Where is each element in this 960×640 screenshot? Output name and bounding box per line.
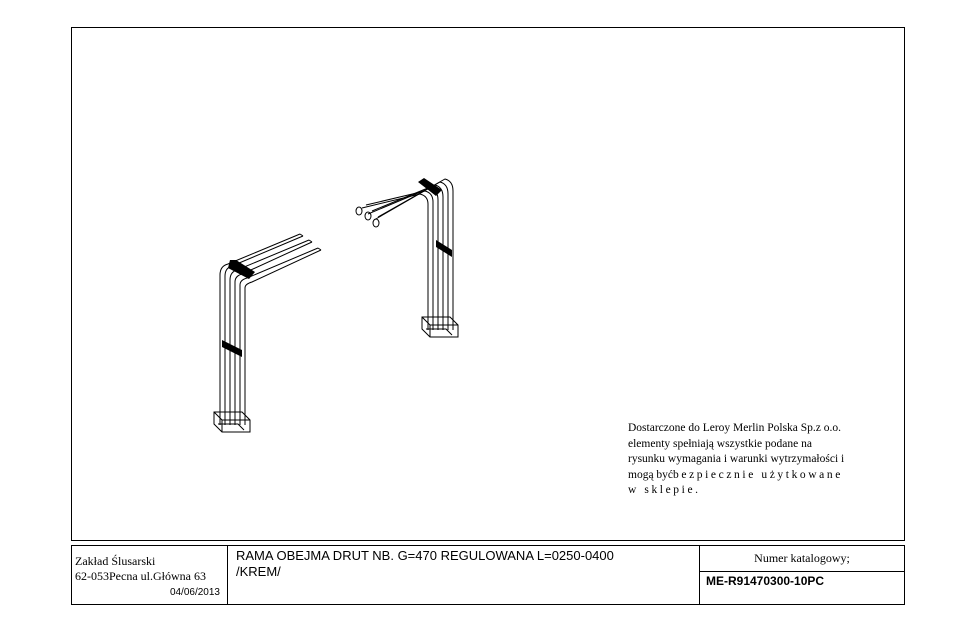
- note-line: rysunku wymagania i warunki wytrzymałośc…: [628, 453, 845, 465]
- drawing-frame: [71, 27, 905, 541]
- drawing-date: 04/06/2013: [169, 587, 220, 598]
- compliance-note: Dostarczone do Leroy Merlin Polska Sp.z …: [628, 421, 900, 499]
- company-cell: Zakład Ślusarski 62-053Pecna ul.Główna 6…: [72, 546, 228, 604]
- description-line: RAMA OBEJMA DRUT NB. G=470 REGULOWANA L=…: [236, 548, 614, 563]
- part-description: RAMA OBEJMA DRUT NB. G=470 REGULOWANA L=…: [236, 548, 696, 580]
- clamp-bands: [222, 178, 452, 357]
- description-cell: RAMA OBEJMA DRUT NB. G=470 REGULOWANA L=…: [228, 546, 700, 604]
- note-line: mogą byćbezpiecznie użytkowane: [628, 468, 900, 484]
- catalog-cell: Numer katalogowy; ME-R91470300-10PC: [700, 546, 904, 604]
- right-frame-part: [355, 178, 459, 338]
- note-line: Dostarczone do Leroy Merlin Polska Sp.z …: [628, 422, 842, 434]
- company-name: Zakład Ślusarski: [75, 554, 156, 568]
- title-block: Zakład Ślusarski 62-053Pecna ul.Główna 6…: [71, 545, 905, 605]
- description-line: /KREM/: [236, 564, 281, 579]
- note-line-spaced: bezpiecznie użytkowane: [673, 468, 843, 481]
- note-line-spaced: w sklepie.: [628, 484, 701, 496]
- note-line: elementy spełniają wszystkie podane na: [628, 437, 812, 450]
- company-address: 62-053Pecna ul.Główna 63: [75, 569, 206, 583]
- catalog-label: Numer katalogowy;: [700, 546, 904, 572]
- company-info: Zakład Ślusarski 62-053Pecna ul.Główna 6…: [75, 554, 206, 584]
- note-line-start: mogą być: [628, 468, 674, 481]
- catalog-number: ME-R91470300-10PC: [706, 574, 825, 588]
